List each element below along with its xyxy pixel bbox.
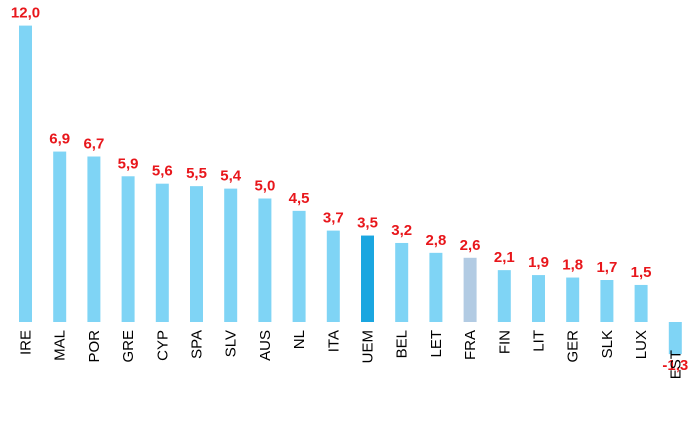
category-label-ger: GER	[565, 330, 582, 363]
bar-ire	[19, 25, 32, 322]
category-label-slv: SLV	[223, 330, 240, 357]
bar-lux	[634, 284, 648, 322]
category-label-mal: MAL	[52, 330, 69, 361]
value-label-por: 6,7	[83, 136, 104, 153]
value-label-ita: 3,7	[323, 210, 344, 227]
category-label-por: POR	[86, 330, 103, 363]
bar-mal	[53, 151, 67, 322]
bar-let	[429, 252, 443, 322]
value-label-spa: 5,5	[186, 165, 207, 182]
bars-group	[19, 25, 682, 355]
category-label-cyp: CYP	[154, 330, 171, 361]
category-label-let: LET	[428, 330, 445, 358]
value-label-nl: 4,5	[289, 190, 310, 207]
value-label-cyp: 5,6	[152, 163, 173, 180]
category-label-gre: GRE	[120, 330, 137, 363]
bar-slk	[600, 280, 614, 322]
category-label-bel: BEL	[394, 330, 411, 358]
category-labels-group: IRE MAL POR GRE CYP SPA SLV AUS NL ITA UEM BEL LET FR…	[18, 330, 685, 379]
category-label-ire: IRE	[18, 330, 35, 355]
bar-fin	[497, 270, 511, 322]
category-label-fra: FRA	[462, 330, 479, 360]
bar-lit	[532, 275, 545, 322]
category-label-lux: LUX	[633, 330, 650, 359]
category-label-spa: SPA	[189, 330, 206, 359]
bar-slv	[224, 188, 238, 322]
category-label-fin: FIN	[496, 330, 513, 354]
value-label-ire: 12,0	[11, 5, 40, 22]
value-label-mal: 6,9	[49, 131, 70, 148]
value-label-lit: 1,9	[528, 254, 549, 271]
value-label-est: -1,3	[662, 357, 688, 374]
bar-nl	[292, 210, 306, 322]
category-label-est: EST	[667, 350, 684, 379]
value-label-gre: 5,9	[118, 155, 139, 172]
bar-cyp	[155, 183, 169, 322]
value-label-slk: 1,7	[596, 259, 617, 276]
bar-ita	[326, 230, 340, 322]
bar-est	[668, 322, 682, 355]
value-label-lux: 1,5	[631, 264, 652, 281]
value-labels-group: 12,0 6,9 6,7 5,9 5,6 5,5 5,4 5,0 4,5 3,7 3,5 3,2 2,8…	[11, 5, 688, 375]
bar-gre	[121, 176, 135, 322]
bar-por	[87, 156, 101, 322]
value-label-slv: 5,4	[220, 168, 242, 185]
value-label-aus: 5,0	[254, 178, 275, 195]
value-label-bel: 3,2	[391, 222, 412, 239]
category-label-lit: LIT	[531, 330, 548, 352]
bar-uem	[361, 235, 374, 322]
value-label-uem: 3,5	[357, 215, 378, 232]
bar-spa	[190, 186, 203, 322]
value-label-fin: 2,1	[494, 249, 515, 266]
value-label-let: 2,8	[425, 232, 446, 249]
category-label-aus: AUS	[257, 330, 274, 361]
bar-ger	[566, 277, 580, 322]
category-label-slk: SLK	[599, 330, 616, 358]
category-label-uem: UEM	[360, 330, 377, 363]
value-label-ger: 1,8	[562, 257, 583, 274]
bar-bel	[395, 242, 409, 322]
value-label-fra: 2,6	[460, 237, 481, 254]
category-label-nl: NL	[291, 330, 308, 349]
bar-aus	[258, 198, 272, 322]
category-label-ita: ITA	[325, 330, 342, 352]
bar-fra	[463, 257, 477, 322]
